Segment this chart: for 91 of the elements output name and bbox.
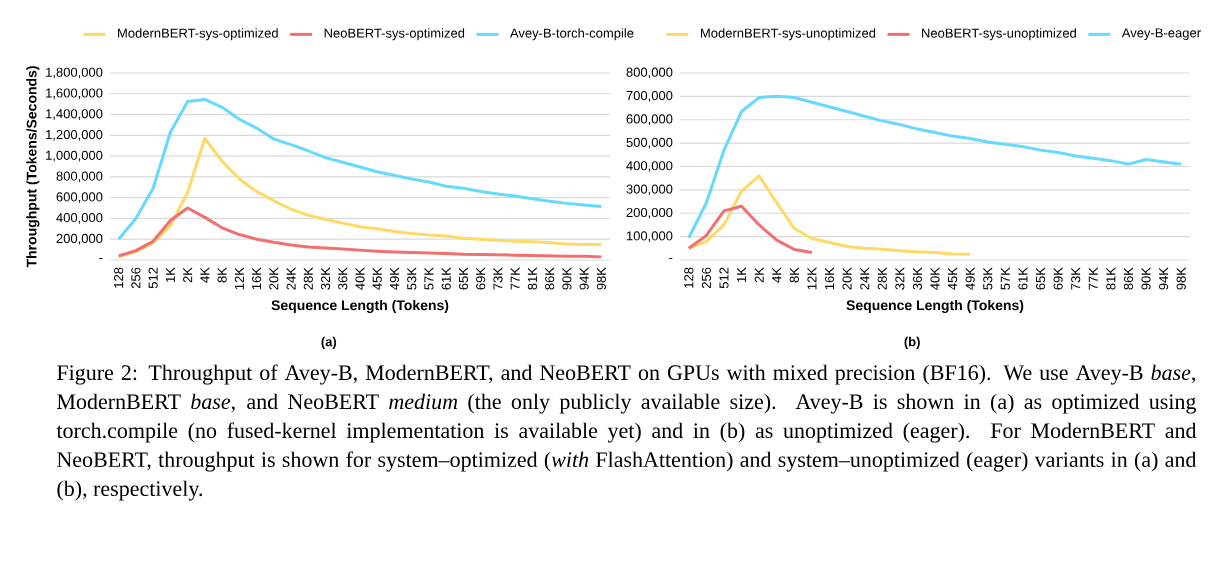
x-tick-label: 94K xyxy=(1159,267,1169,290)
text: (b) xyxy=(904,336,920,349)
x-tick-label: 69K xyxy=(476,267,486,290)
x-tick-label: 77K xyxy=(1088,267,1098,290)
y-tick-label: 200,000 xyxy=(626,207,673,219)
line-series xyxy=(687,174,972,256)
y-tick-label: - xyxy=(99,258,103,260)
x-tick-label: 40K xyxy=(930,267,940,290)
x-tick-label: 73K xyxy=(493,267,503,290)
x-tick-label: 86K xyxy=(545,267,555,290)
x-tick-label: 81K xyxy=(1106,267,1116,290)
x-tick-label: 45K xyxy=(948,267,958,290)
x-tick-label: 24K xyxy=(860,267,870,290)
x-tick-label: 8K xyxy=(217,267,227,283)
y-tick-label: 800,000 xyxy=(56,171,103,183)
y-tick-label: - xyxy=(669,258,673,260)
x-tick-label: 128 xyxy=(114,267,124,288)
x-tick-label: 65K xyxy=(1035,267,1046,290)
legend-label: NeoBERT-sys-unoptimized xyxy=(922,28,1076,41)
y-tick-label: 600,000 xyxy=(56,192,103,204)
legend-label: Avey-B-torch-compile xyxy=(510,28,634,41)
x-tick-label: 32K xyxy=(895,267,905,290)
y-tick-label: 600,000 xyxy=(626,114,673,126)
x-tick-label: 49K xyxy=(965,267,975,290)
x-tick-label: 32K xyxy=(320,267,331,290)
x-tick-label: 40K xyxy=(355,267,365,290)
legend-label: ModernBERT-sys-unoptimized xyxy=(701,28,876,41)
x-tick-label: 20K xyxy=(842,267,852,290)
x-tick-label: 16K xyxy=(824,267,835,290)
x-tick-label: 77K xyxy=(510,267,520,290)
x-tick-label: 8K xyxy=(789,267,799,283)
y-tick-label: 1,800,000 xyxy=(46,67,103,79)
x-tick-label: 28K xyxy=(303,267,313,290)
x-tick-label: 36K xyxy=(338,267,348,290)
x-tick-label: 86K xyxy=(1123,267,1134,290)
y-tick-label: 300,000 xyxy=(626,184,673,196)
x-tick-label: 1K xyxy=(737,267,747,282)
x-tick-label: 53K xyxy=(407,267,417,290)
x-axis-title: Sequence Length (Tokens) xyxy=(271,299,449,314)
x-tick-label: 98K xyxy=(596,267,606,290)
y-tick-label: 400,000 xyxy=(56,213,103,224)
x-tick-label: 128 xyxy=(684,267,694,288)
x-tick-label: 4K xyxy=(772,267,782,283)
x-tick-label: 12K xyxy=(234,267,244,290)
y-axis-title: Throughput (Tokens/Seconds) xyxy=(26,66,40,268)
x-axis-title: Sequence Length (Tokens) xyxy=(846,299,1024,314)
x-tick-label: 90K xyxy=(1141,267,1151,290)
x-tick-label: 24K xyxy=(286,267,296,290)
legend-label: NeoBERT-sys-optimized xyxy=(324,28,465,41)
x-tick-label: 94K xyxy=(579,267,589,290)
x-tick-label: 12K xyxy=(807,267,817,290)
x-tick-label: 53K xyxy=(983,267,993,290)
x-tick-label: 512 xyxy=(719,267,729,289)
text: Figure 2: Throughput of Avey-B, ModernBERT, and NeoBERT on GPUs with mixed precision (BF16). We use Avey-B base, ModernBERT base, and NeoBERT medium (the only publicly available size). Avey-B is shown in (a) as optimized using torch.compile (no fused-kernel implementation is available yet) and in (b) as unoptimized (eager). For ModernBERT and NeoBERT, throughput is shown for system–optimized (with FlashAttention) and system–unoptimized (eager) variants in (a) and (b), respectively. xyxy=(56,364,1197,501)
line-series xyxy=(687,204,814,255)
x-tick-label: 57K xyxy=(1000,267,1010,290)
x-tick-label: 61K xyxy=(1018,267,1028,290)
x-tick-label: 49K xyxy=(389,267,400,290)
x-tick-label: 512 xyxy=(148,267,158,289)
y-tick-label: 1,600,000 xyxy=(46,88,103,100)
y-tick-label: 200,000 xyxy=(56,233,103,245)
x-tick-label: 20K xyxy=(269,267,279,290)
x-tick-label: 57K xyxy=(424,267,434,290)
x-tick-label: 98K xyxy=(1176,267,1186,290)
x-tick-label: 4K xyxy=(200,267,210,283)
x-tick-label: 81K xyxy=(527,267,538,290)
x-tick-label: 90K xyxy=(562,267,572,290)
x-tick-label: 69K xyxy=(1053,267,1063,290)
x-tick-label: 28K xyxy=(877,267,887,290)
legend-label: ModernBERT-sys-optimized xyxy=(118,28,278,41)
y-tick-label: 1,000,000 xyxy=(46,150,103,162)
x-tick-label: 2K xyxy=(754,267,764,283)
y-tick-label: 800,000 xyxy=(626,67,673,79)
y-tick-label: 700,000 xyxy=(626,91,673,102)
legend-label: Avey-B-eager xyxy=(1121,28,1201,41)
y-tick-label: 400,000 xyxy=(626,161,673,172)
y-tick-label: 1,200,000 xyxy=(46,129,103,141)
x-tick-label: 256 xyxy=(701,267,711,289)
x-tick-label: 65K xyxy=(458,267,469,290)
x-tick-label: 73K xyxy=(1071,267,1081,290)
y-tick-label: 1,400,000 xyxy=(46,109,103,120)
y-tick-label: 100,000 xyxy=(626,231,673,242)
text: (a) xyxy=(321,336,337,349)
x-tick-label: 256 xyxy=(131,267,141,289)
x-tick-label: 36K xyxy=(912,267,923,290)
x-tick-label: 45K xyxy=(372,267,382,290)
x-tick-label: 61K xyxy=(441,267,451,290)
x-tick-label: 16K xyxy=(251,267,262,290)
x-tick-label: 2K xyxy=(183,267,193,283)
y-tick-label: 500,000 xyxy=(626,137,673,149)
x-tick-label: 1K xyxy=(165,267,175,282)
